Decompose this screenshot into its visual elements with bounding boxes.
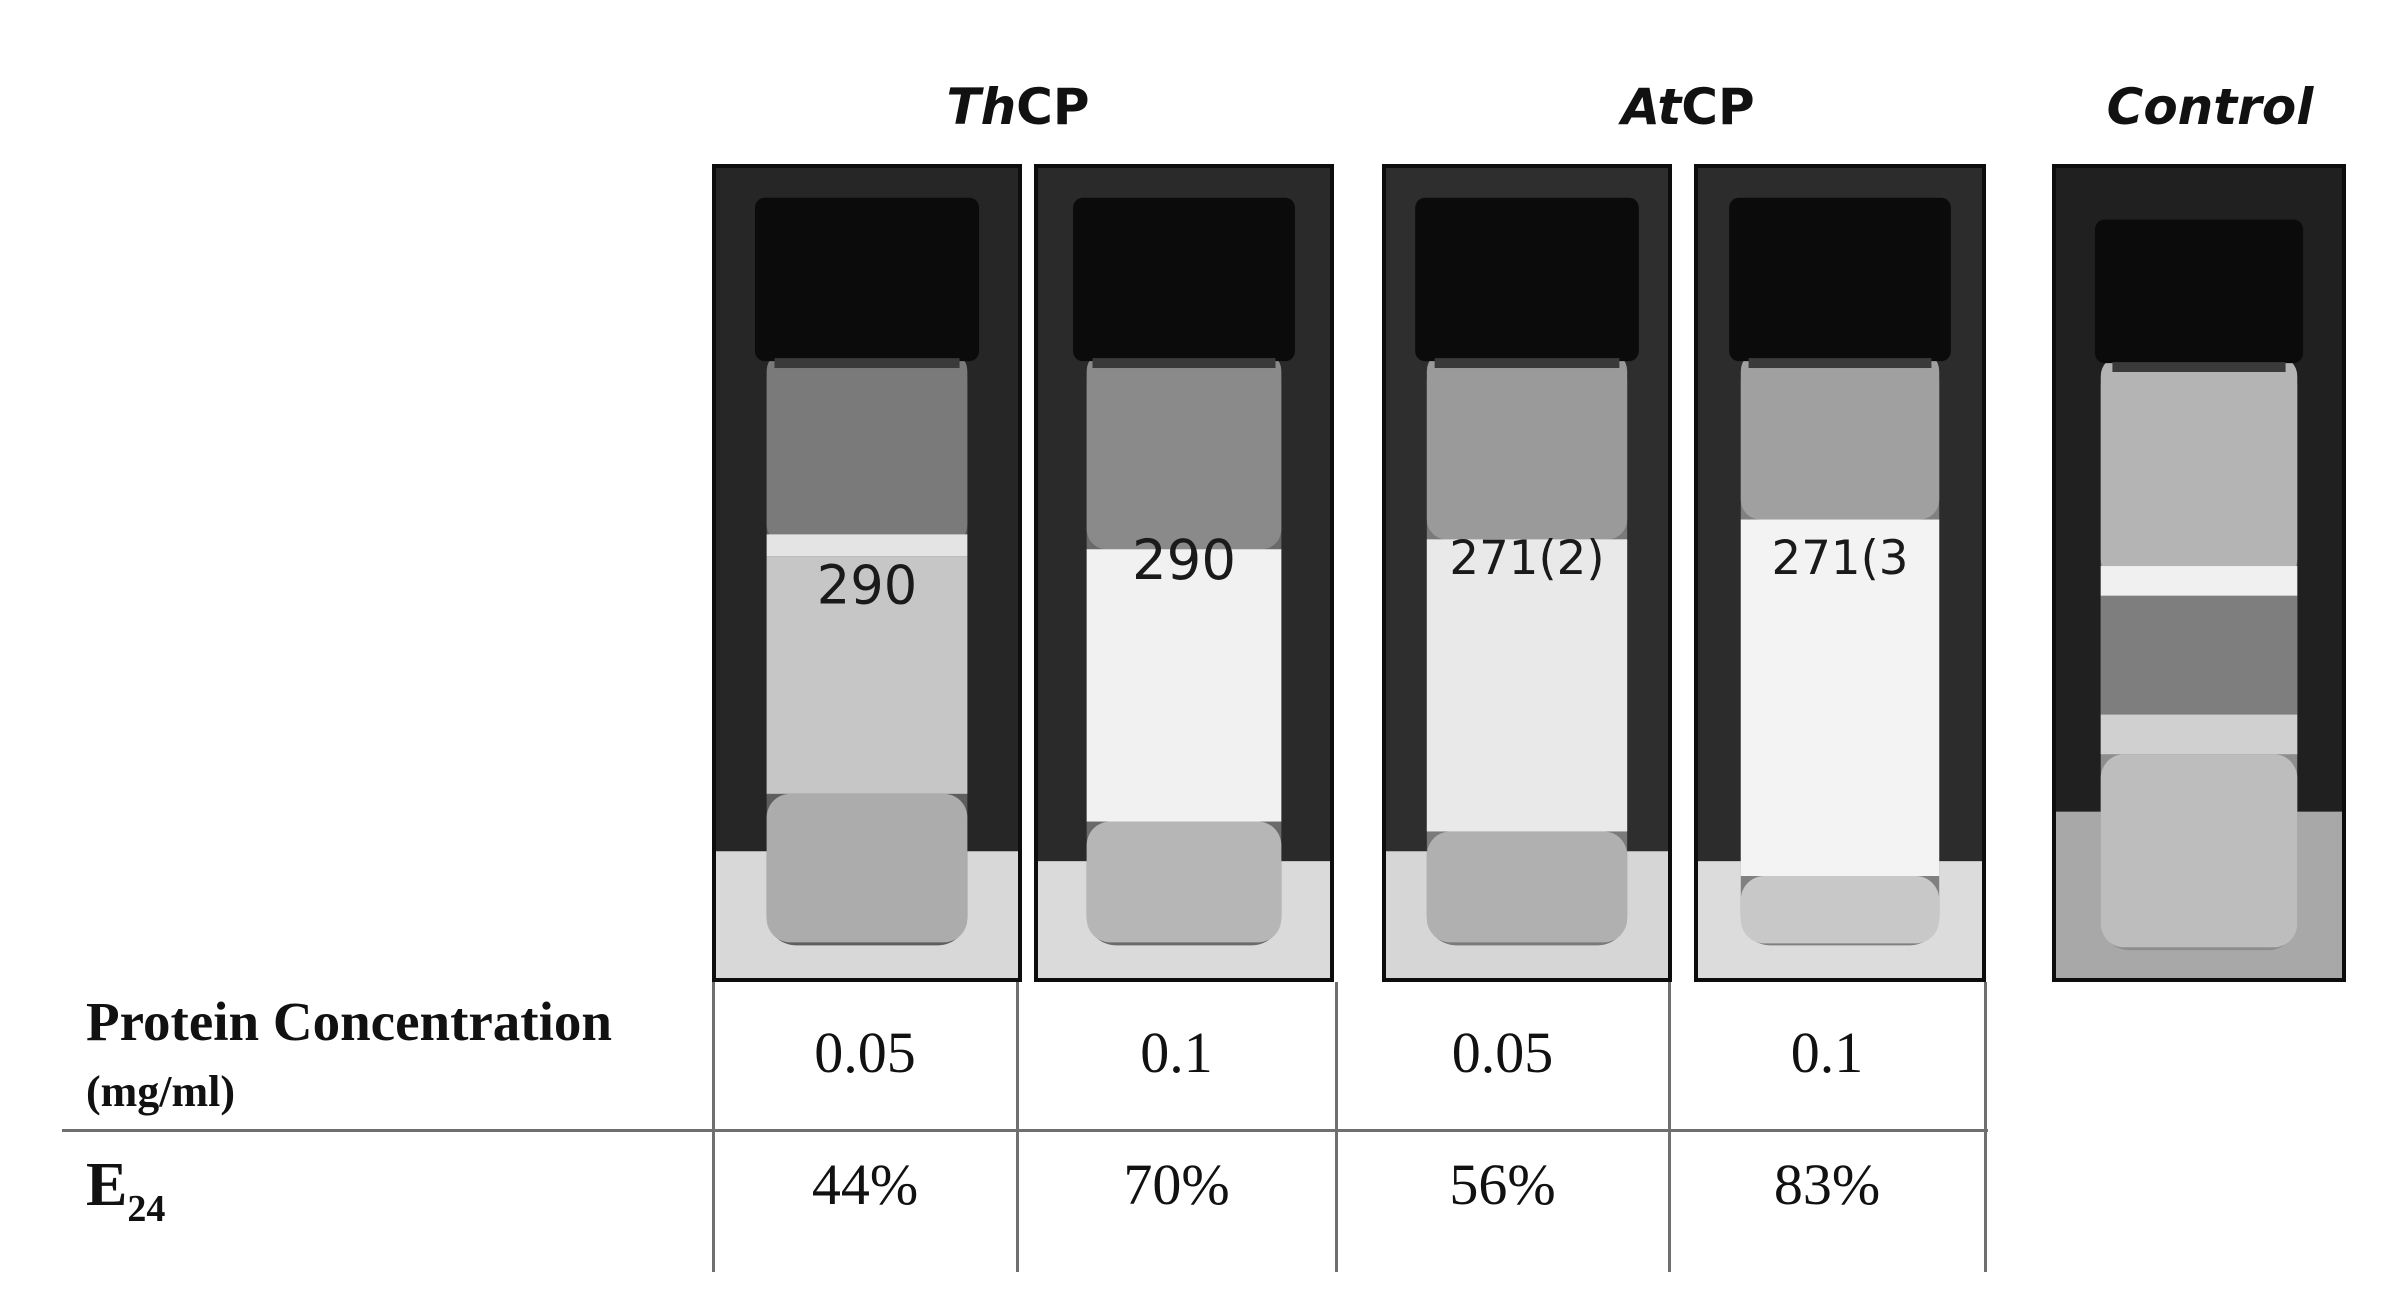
group-label-control: Control xyxy=(2106,78,2314,136)
table-cell-concentration-atcp-2: 0.1 xyxy=(1790,1020,1864,1085)
table-row-divider xyxy=(62,1129,1988,1132)
table-cell-concentration-thcp-2: 0.1 xyxy=(1140,1020,1213,1085)
group-label-atcp: AtCP xyxy=(1388,72,1988,142)
table-column-divider xyxy=(1668,982,1671,1272)
row-label-e24: E24 xyxy=(86,1150,165,1231)
table-cell-e24-atcp-1: 56% xyxy=(1449,1152,1556,1217)
table-cell-e24-thcp-2: 70% xyxy=(1123,1152,1230,1217)
vial-photo-control xyxy=(2052,164,2346,982)
group-label-thcp-italic: Th xyxy=(946,78,1017,136)
table-column-divider xyxy=(1335,982,1338,1272)
vial-photo-thcp-0-05: 290 xyxy=(712,164,1022,982)
vial-handwritten-label: 271(2) xyxy=(1449,531,1604,586)
table-column-divider xyxy=(712,982,715,1272)
row-label-e24-subscript: 24 xyxy=(127,1188,166,1230)
table-column-divider xyxy=(1016,982,1019,1272)
table-cell-concentration-thcp-1: 0.05 xyxy=(814,1020,916,1085)
vial-photo-thcp-0-1: 290 xyxy=(1034,164,1334,982)
group-label-atcp-italic: At xyxy=(1621,78,1682,136)
table-cell-e24-atcp-2: 83% xyxy=(1773,1152,1881,1217)
vial-handwritten-label: 271(3 xyxy=(1772,531,1909,586)
group-label-atcp-normal: CP xyxy=(1681,78,1755,136)
group-label-thcp-normal: CP xyxy=(1016,78,1090,136)
vial-photo-control-image xyxy=(2056,168,2342,978)
vial-handwritten-label: 290 xyxy=(817,554,917,617)
vial-handwritten-label: 290 xyxy=(1132,528,1236,593)
vial-photo-atcp-0-1: 271(3 xyxy=(1694,164,1986,982)
row-label-e24-main: E xyxy=(86,1151,128,1219)
vial-photo-atcp-0-05: 271(2) xyxy=(1382,164,1672,982)
vial-photo-atcp-0-1-image: 271(3 xyxy=(1698,168,1982,978)
table-column-divider xyxy=(1984,982,1987,1272)
vial-photo-thcp-0-1-image: 290 xyxy=(1038,168,1330,978)
vial-photo-thcp-0-05-image: 290 xyxy=(716,168,1018,978)
table-cell-concentration-atcp-1: 0.05 xyxy=(1451,1020,1554,1085)
group-label-thcp: ThCP xyxy=(718,72,1318,142)
table-cell-e24-thcp-1: 44% xyxy=(811,1152,919,1217)
row-label-protein-concentration-unit: (mg/ml) xyxy=(86,1067,236,1116)
row-label-protein-concentration: Protein Concentration xyxy=(86,991,612,1052)
vial-photo-atcp-0-05-image: 271(2) xyxy=(1386,168,1668,978)
